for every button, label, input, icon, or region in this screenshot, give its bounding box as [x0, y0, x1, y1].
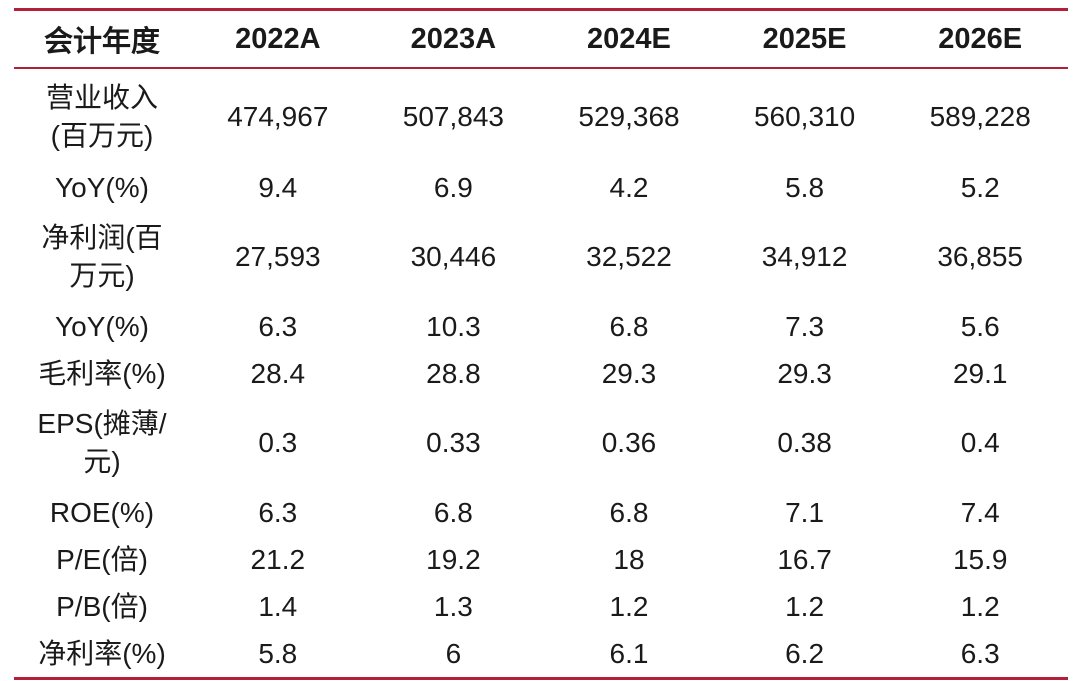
- row-label: YoY(%): [14, 303, 190, 350]
- row-label-line: P/E(倍): [56, 543, 148, 575]
- table-row: ROE(%) 6.3 6.8 6.8 7.1 7.4: [14, 489, 1068, 536]
- row-label: P/B(倍): [14, 583, 190, 630]
- table-cell-value: 0.4: [960, 427, 1000, 458]
- table-cell-value: 4.2: [609, 171, 649, 203]
- table-cell-value: 6.8: [609, 310, 649, 342]
- header-cell-year: 2023A: [365, 11, 542, 69]
- row-label-line: 毛利率(%): [38, 357, 166, 389]
- table-cell-value: 6.1: [609, 637, 649, 669]
- row-label-line: 净利率(%): [38, 637, 166, 669]
- table-cell-value: 6.9: [433, 171, 473, 203]
- header-cell-year: 2026E: [892, 11, 1068, 69]
- table-cell-value: 6.2: [785, 637, 825, 669]
- row-label-line: (百万元): [50, 119, 154, 151]
- table-row: P/E(倍) 21.2 19.2 18 16.7 15.9: [14, 536, 1068, 583]
- row-label-line: 净利润(百: [41, 222, 163, 253]
- table-cell-value: 19.2: [426, 543, 481, 575]
- row-label: 毛利率(%): [14, 350, 190, 397]
- table-cell-value: 0.33: [426, 427, 481, 458]
- table-cell-value: 28.8: [426, 357, 481, 389]
- table-row: P/B(倍) 1.4 1.3 1.2 1.2 1.2: [14, 583, 1068, 630]
- row-label-line: EPS(摊薄/: [37, 408, 167, 439]
- table-cell-value: 1.2: [785, 590, 825, 622]
- header-cell-year: 2025E: [716, 11, 893, 69]
- table-cell-value: 6.8: [433, 496, 473, 528]
- table-cell-value: 21.2: [250, 543, 306, 575]
- table-cell-value: 1.2: [960, 590, 1000, 622]
- table-cell-value: 560,310: [753, 100, 856, 132]
- table-cell-value: 30,446: [410, 241, 497, 272]
- table-cell-value: 18: [613, 543, 645, 575]
- table-cell-value: 7.1: [785, 496, 825, 528]
- row-label-line: P/B(倍): [56, 590, 148, 622]
- table-cell-value: 0.3: [258, 427, 298, 458]
- table-cell-value: 7.4: [960, 496, 1000, 528]
- table-row: EPS(摊薄/元) 0.3 0.33 0.36 0.38 0.4: [14, 397, 1068, 489]
- row-label-line: 营业收入: [45, 81, 158, 113]
- table-cell-value: 1.3: [433, 590, 473, 622]
- header-cell-year: 2024E: [541, 11, 717, 69]
- table-cell-value: 5.6: [960, 310, 1000, 342]
- table-cell-value: 6.8: [609, 496, 649, 528]
- table-cell-value: 29.1: [952, 357, 1008, 389]
- header-cell-fiscal-year: 会计年度: [14, 11, 190, 69]
- financial-forecast-table: 会计年度 2022A 2023A 2024E 2025E 2026E 营业收入 (…: [14, 11, 1068, 677]
- table-row: 毛利率(%) 28.4 28.8 29.3 29.3 29.1: [14, 350, 1068, 397]
- table-cell-value: 6: [445, 637, 462, 669]
- row-label: 营业收入 (百万元): [14, 68, 190, 164]
- table-cell-value: 474,967: [227, 100, 329, 132]
- table-cell-value: 7.3: [785, 310, 825, 342]
- financial-forecast-table-wrapper: 会计年度 2022A 2023A 2024E 2025E 2026E 营业收入 (…: [14, 8, 1068, 680]
- table-cell-value: 16.7: [777, 543, 832, 575]
- table-cell-value: 1.4: [258, 590, 298, 622]
- table-cell-value: 9.4: [258, 171, 298, 203]
- table-cell-value: 10.3: [426, 310, 481, 342]
- row-label-line: 元): [83, 446, 121, 477]
- row-label: 净利率(%): [14, 630, 190, 677]
- table-cell-value: 5.2: [960, 171, 1000, 203]
- row-label-line: 万元): [69, 260, 135, 291]
- table-cell-value: 589,228: [929, 100, 1031, 132]
- header-cell-year: 2022A: [190, 11, 366, 69]
- table-header-row: 会计年度 2022A 2023A 2024E 2025E 2026E: [14, 11, 1068, 69]
- table-cell-value: 6.3: [258, 496, 298, 528]
- table-row: YoY(%) 9.4 6.9 4.2 5.8 5.2: [14, 164, 1068, 211]
- table-cell-value: 5.8: [785, 171, 825, 203]
- table-cell-value: 6.3: [960, 637, 1000, 669]
- table-row: YoY(%) 6.3 10.3 6.8 7.3 5.6: [14, 303, 1068, 350]
- table-body: 营业收入 (百万元) 474,967 507,843 529,368 560,310 589…: [14, 68, 1068, 677]
- row-label: YoY(%): [14, 164, 190, 211]
- table-cell-value: 27,593: [234, 241, 321, 272]
- table-row: 营业收入 (百万元) 474,967 507,843 529,368 560,310 589…: [14, 68, 1068, 164]
- table-row: 净利润(百万元) 27,593 30,446 32,522 34,912 36,855: [14, 211, 1068, 303]
- table-cell-value: 29.3: [601, 357, 657, 389]
- table-cell-value: 1.2: [609, 590, 649, 622]
- table-cell-value: 34,912: [761, 241, 848, 272]
- table-cell-value: 0.36: [601, 427, 657, 458]
- table-cell-value: 507,843: [402, 100, 504, 132]
- row-label: 净利润(百万元): [14, 211, 190, 303]
- table-cell-value: 15.9: [952, 543, 1008, 575]
- table-cell-value: 0.38: [777, 427, 832, 458]
- row-label-line: ROE(%): [49, 496, 155, 528]
- table-cell-value: 6.3: [258, 310, 298, 342]
- table-cell-value: 36,855: [937, 241, 1023, 272]
- table-cell-value: 32,522: [586, 241, 672, 272]
- table-row: 净利率(%) 5.8 6 6.1 6.2 6.3: [14, 630, 1068, 677]
- row-label: P/E(倍): [14, 536, 190, 583]
- table-cell-value: 529,368: [578, 100, 680, 132]
- row-label: ROE(%): [14, 489, 190, 536]
- table-cell-value: 28.4: [250, 357, 306, 389]
- row-label-line: YoY(%): [55, 171, 149, 203]
- table-cell-value: 29.3: [777, 357, 832, 389]
- row-label: EPS(摊薄/元): [14, 397, 190, 489]
- row-label-line: YoY(%): [55, 310, 149, 342]
- table-cell-value: 5.8: [258, 637, 298, 669]
